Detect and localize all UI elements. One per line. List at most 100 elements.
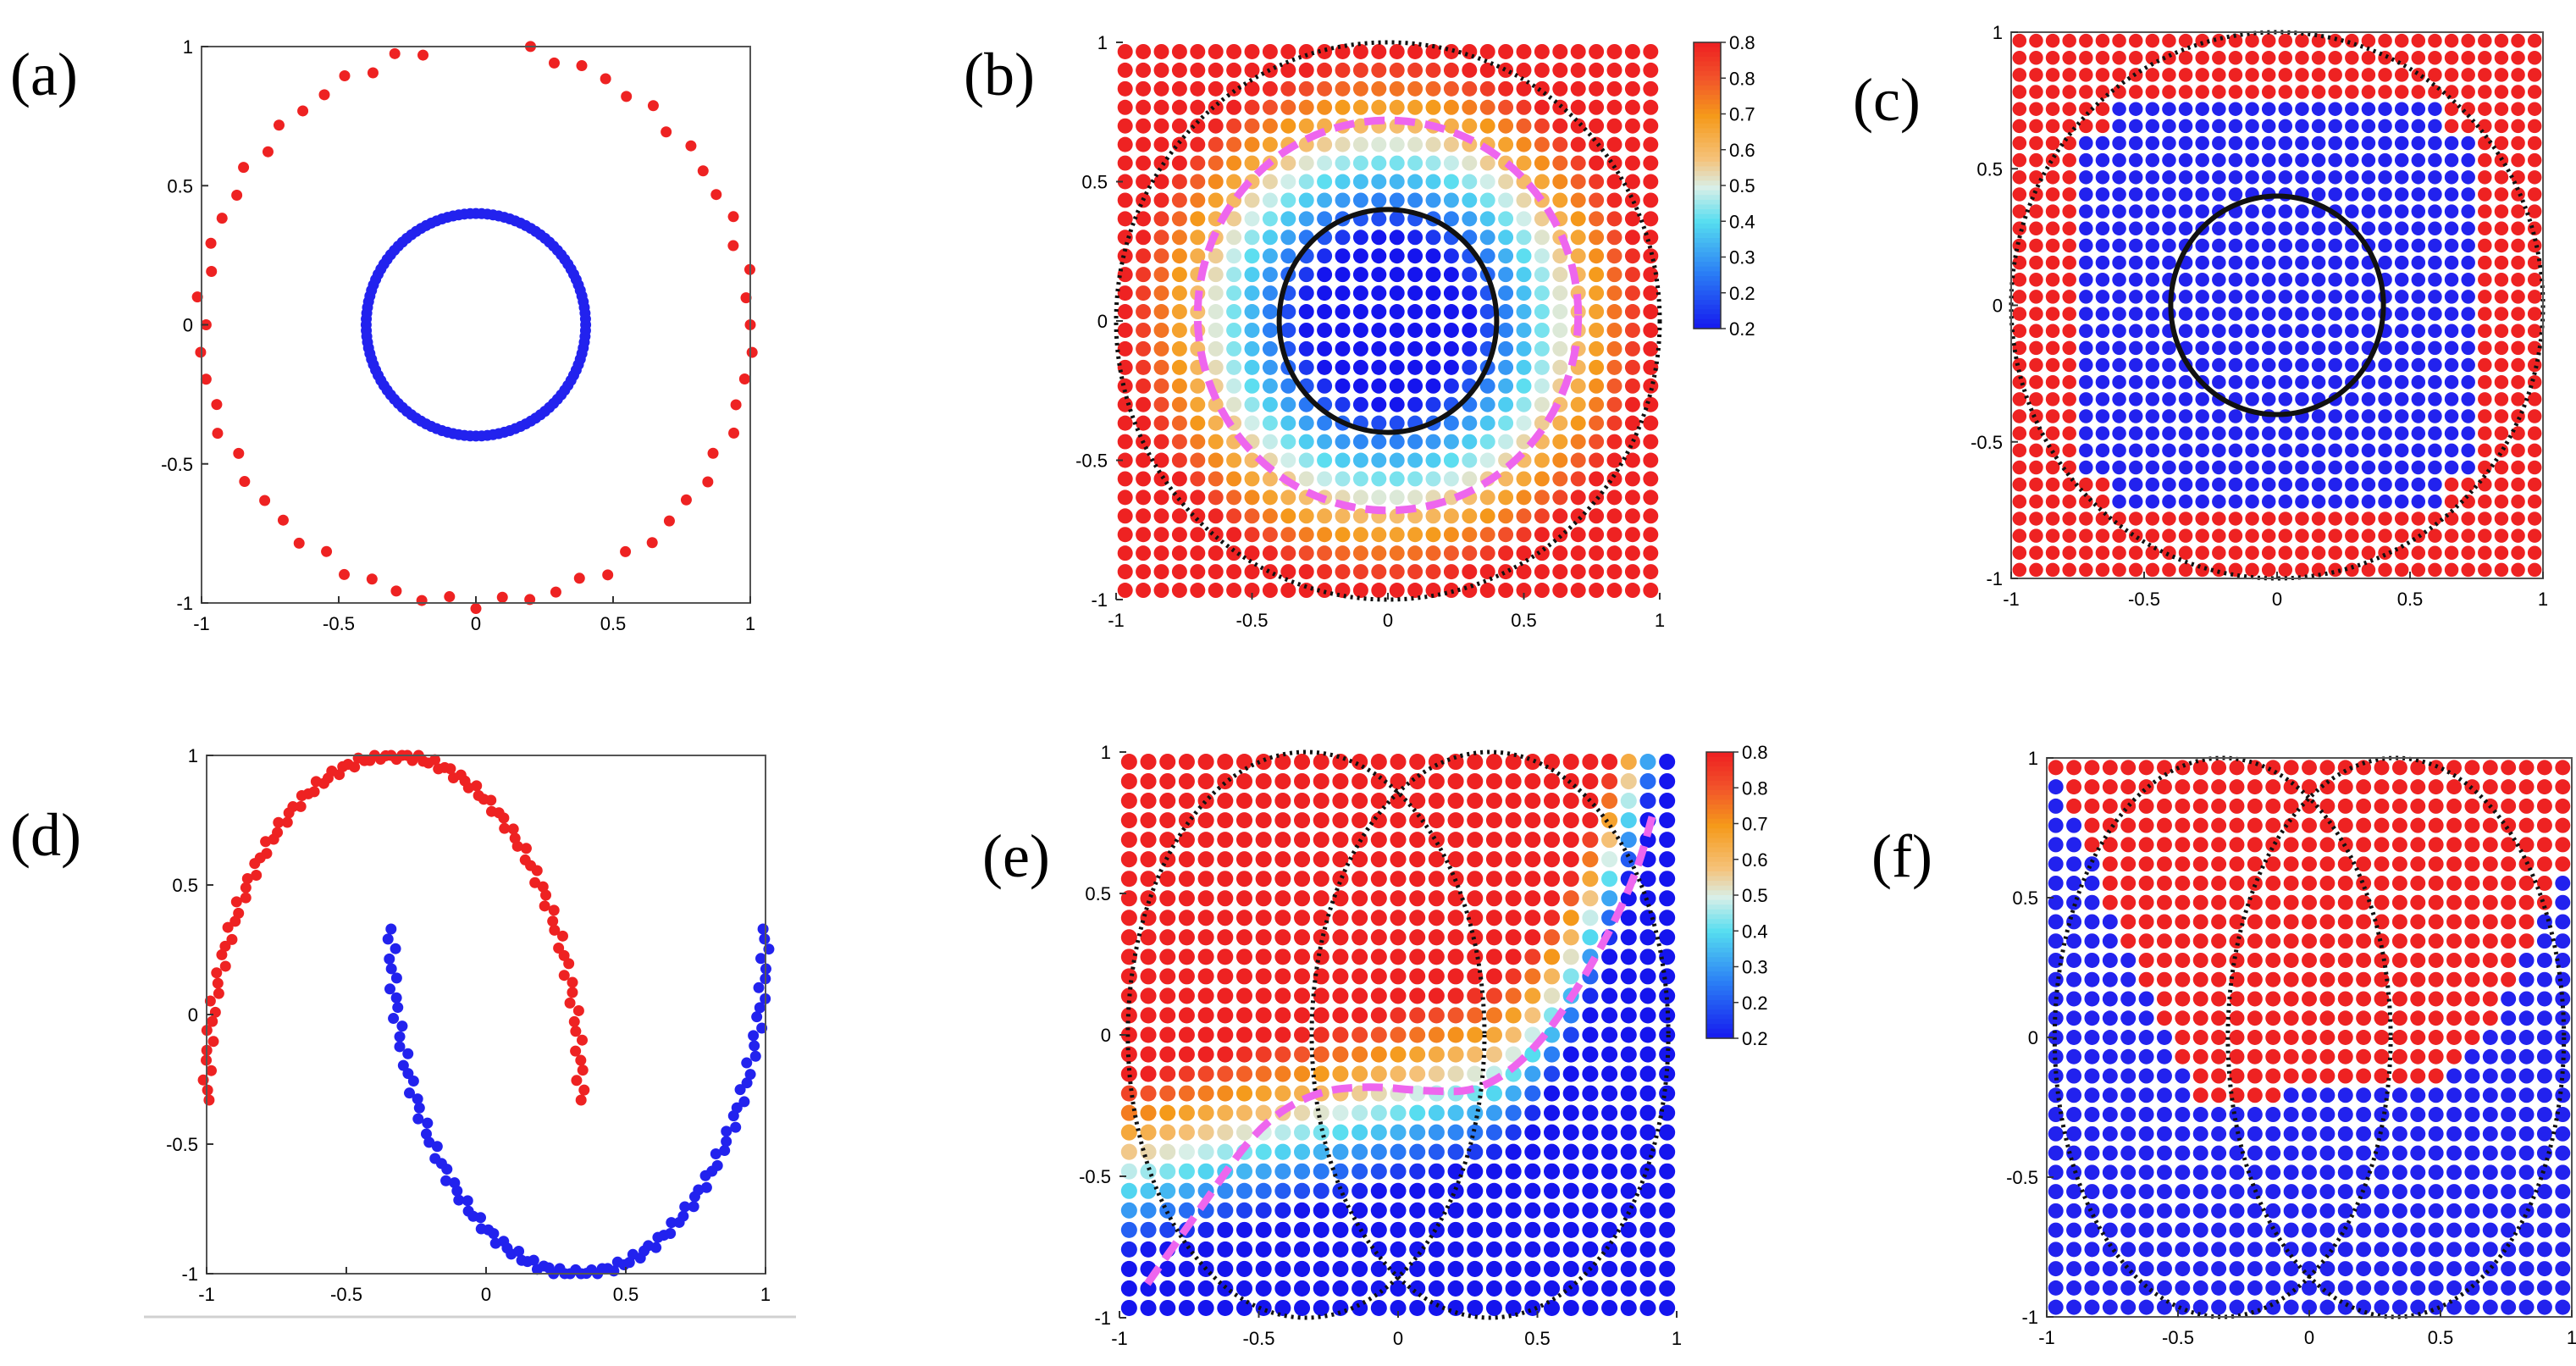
- grid-point: [1140, 1221, 1157, 1238]
- grid-point: [1462, 564, 1478, 580]
- scatter-point-lower_moon: [404, 1087, 416, 1099]
- grid-point: [2494, 460, 2509, 475]
- grid-point: [1317, 378, 1333, 394]
- colorbar-segment: [1694, 224, 1721, 230]
- grid-point: [2428, 933, 2444, 949]
- grid-point: [2228, 68, 2243, 82]
- grid-point: [1226, 80, 1242, 97]
- scatter-point-upper_moon: [281, 816, 293, 828]
- grid-point: [2394, 426, 2409, 440]
- grid-point: [1208, 136, 1224, 152]
- grid-point: [1389, 62, 1405, 78]
- grid-point: [1140, 773, 1157, 790]
- grid-point: [2411, 512, 2426, 526]
- grid-point: [2302, 894, 2317, 910]
- grid-point: [1505, 793, 1522, 810]
- grid-point: [1120, 1221, 1137, 1238]
- grid-point: [2478, 307, 2492, 321]
- grid-point: [2361, 426, 2376, 440]
- grid-point: [1407, 378, 1423, 394]
- grid-point: [2162, 409, 2176, 423]
- colorbar-segment: [1694, 199, 1721, 206]
- grid-point: [2084, 933, 2100, 949]
- colorbar-segment: [1694, 314, 1721, 320]
- grid-point: [1262, 564, 1278, 580]
- grid-point: [2283, 1242, 2299, 1258]
- grid-point: [1624, 396, 1640, 412]
- grid-point: [1601, 832, 1618, 849]
- grid-point: [1659, 1221, 1676, 1238]
- grid-point: [1171, 136, 1187, 152]
- grid-point: [2192, 1010, 2208, 1026]
- grid-point: [1389, 43, 1405, 59]
- scatter-point-upper_moon: [202, 1084, 213, 1096]
- grid-point: [2494, 307, 2509, 321]
- grid-point: [1570, 396, 1586, 412]
- grid-point: [2410, 760, 2426, 776]
- grid-point: [2062, 426, 2076, 440]
- grid-point: [2229, 779, 2245, 795]
- grid-point: [1120, 1299, 1137, 1317]
- grid-point: [2145, 119, 2160, 134]
- grid-point: [2361, 273, 2376, 287]
- grid-point: [2319, 760, 2336, 776]
- grid-point: [1159, 1007, 1176, 1024]
- grid-point: [2518, 1242, 2535, 1258]
- grid-point: [2048, 1068, 2064, 1084]
- grid-point: [1409, 1182, 1426, 1199]
- grid-point: [1153, 359, 1169, 375]
- grid-point: [2511, 238, 2525, 253]
- grid-point: [2295, 68, 2309, 82]
- scatter-point-upper_moon: [433, 763, 445, 775]
- grid-point: [1589, 99, 1605, 115]
- y-tick-label: 0.5: [167, 175, 193, 196]
- grid-point: [1117, 174, 1133, 190]
- scatter-point-outer: [573, 572, 585, 584]
- grid-point: [2494, 119, 2509, 134]
- grid-point: [2501, 1087, 2517, 1103]
- grid-point: [1534, 583, 1550, 599]
- grid-point: [2247, 856, 2263, 872]
- grid-point: [1389, 174, 1405, 190]
- grid-point: [1136, 136, 1152, 152]
- grid-point: [2247, 817, 2263, 833]
- grid-point: [1371, 527, 1387, 543]
- grid-point: [2229, 817, 2245, 833]
- grid-point: [1274, 1143, 1291, 1160]
- grid-point: [1524, 1280, 1541, 1297]
- grid-point: [2245, 562, 2259, 578]
- grid-point: [2378, 528, 2392, 543]
- grid-point: [1639, 832, 1656, 849]
- grid-point: [2311, 119, 2326, 134]
- grid-point: [2156, 971, 2172, 987]
- colorbar-segment: [1694, 237, 1721, 244]
- colorbar-tick-label: 0.5: [1742, 885, 1768, 906]
- grid-point: [2482, 837, 2498, 853]
- grid-point: [1262, 192, 1278, 208]
- grid-point: [1498, 99, 1514, 115]
- grid-point: [1294, 812, 1311, 829]
- grid-point: [1389, 434, 1405, 450]
- grid-point: [2444, 443, 2459, 458]
- grid-point: [1425, 174, 1441, 190]
- grid-point: [1516, 434, 1532, 450]
- grid-point: [1485, 1299, 1502, 1317]
- grid-point: [1570, 527, 1586, 543]
- grid-point: [2394, 545, 2409, 561]
- chart-panel-a: -1 -0.5 0 0.5 1-1-0.500.51: [161, 36, 758, 634]
- scatter-point-upper_moon: [240, 892, 252, 904]
- grid-point: [1639, 968, 1656, 985]
- grid-point: [1425, 136, 1441, 152]
- grid-point: [2494, 374, 2509, 390]
- grid-point: [2079, 460, 2093, 475]
- grid-point: [1659, 1182, 1676, 1199]
- grid-point: [1467, 1241, 1484, 1258]
- grid-point: [1140, 968, 1157, 985]
- grid-point: [2120, 1125, 2137, 1142]
- grid-point: [1443, 508, 1459, 524]
- grid-point: [2295, 545, 2309, 561]
- grid-point: [2012, 170, 2027, 185]
- grid-point: [1407, 80, 1423, 97]
- grid-point: [2374, 1261, 2390, 1277]
- grid-point: [1370, 1065, 1387, 1082]
